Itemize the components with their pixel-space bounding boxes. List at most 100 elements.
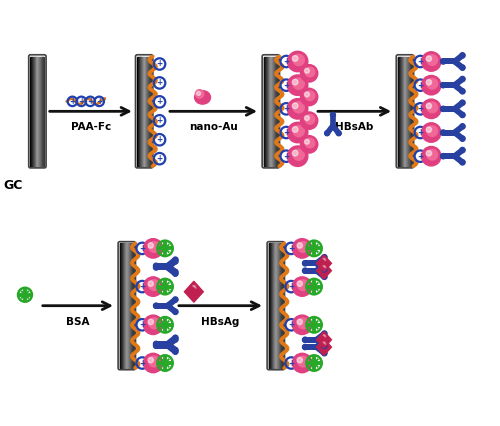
Bar <box>129 243 130 368</box>
Circle shape <box>154 341 158 346</box>
Bar <box>277 57 278 166</box>
Circle shape <box>440 130 446 135</box>
Bar <box>280 243 281 368</box>
Circle shape <box>440 106 446 112</box>
Bar <box>139 57 140 166</box>
Bar <box>267 57 268 166</box>
Text: +: + <box>288 359 294 368</box>
Bar <box>34 57 35 166</box>
Circle shape <box>427 78 438 89</box>
Bar <box>126 243 127 368</box>
Circle shape <box>149 280 160 291</box>
Circle shape <box>293 102 304 113</box>
Circle shape <box>440 153 446 159</box>
Bar <box>138 57 139 166</box>
Circle shape <box>427 102 438 113</box>
Circle shape <box>292 79 298 85</box>
Bar <box>402 57 403 166</box>
Circle shape <box>148 281 154 286</box>
Circle shape <box>293 55 304 66</box>
Bar <box>121 243 122 368</box>
Bar <box>265 57 266 166</box>
Text: +: + <box>417 152 424 161</box>
Circle shape <box>144 353 163 373</box>
Circle shape <box>288 99 308 119</box>
Circle shape <box>173 309 178 314</box>
Text: +: + <box>156 116 162 125</box>
Circle shape <box>302 261 308 266</box>
Circle shape <box>144 277 163 296</box>
Circle shape <box>300 135 318 153</box>
Bar <box>121 243 122 368</box>
Circle shape <box>173 257 178 262</box>
Bar <box>270 243 271 368</box>
Circle shape <box>300 112 318 130</box>
Circle shape <box>322 343 327 348</box>
Circle shape <box>293 125 304 137</box>
Bar <box>33 57 34 166</box>
Text: GC: GC <box>3 178 22 192</box>
Circle shape <box>427 126 438 136</box>
Bar <box>264 57 265 166</box>
Bar <box>133 243 134 368</box>
Circle shape <box>300 65 318 82</box>
Circle shape <box>460 53 465 58</box>
Circle shape <box>304 68 310 73</box>
Circle shape <box>427 150 438 160</box>
Circle shape <box>288 146 308 167</box>
Bar <box>137 57 138 166</box>
Circle shape <box>336 131 341 136</box>
Circle shape <box>297 243 302 248</box>
Bar <box>131 243 132 368</box>
Circle shape <box>302 345 308 350</box>
Circle shape <box>460 136 465 141</box>
Circle shape <box>154 303 158 308</box>
Bar <box>276 243 277 368</box>
Text: +: + <box>283 57 290 66</box>
Text: HBsAb: HBsAb <box>336 122 374 132</box>
Text: +: + <box>288 244 294 253</box>
Circle shape <box>292 103 298 109</box>
Polygon shape <box>316 339 332 355</box>
Circle shape <box>292 315 312 334</box>
Circle shape <box>292 239 312 258</box>
Circle shape <box>154 343 158 348</box>
Bar <box>31 57 32 166</box>
Circle shape <box>297 319 302 325</box>
Circle shape <box>460 89 465 94</box>
Circle shape <box>460 147 465 153</box>
Bar <box>269 243 270 368</box>
Bar <box>122 243 123 368</box>
Circle shape <box>422 52 441 71</box>
Bar <box>37 57 38 166</box>
Bar <box>403 57 404 166</box>
Circle shape <box>460 112 465 118</box>
Text: +: + <box>288 282 294 291</box>
Circle shape <box>426 80 432 85</box>
Bar <box>149 57 150 166</box>
Bar <box>38 57 39 166</box>
Text: +: + <box>417 128 424 137</box>
Text: +: + <box>417 81 424 89</box>
Circle shape <box>173 349 178 354</box>
Bar <box>123 243 124 368</box>
Bar <box>125 243 126 368</box>
Circle shape <box>196 89 204 98</box>
Circle shape <box>292 55 298 61</box>
Bar <box>272 57 273 166</box>
Bar <box>405 57 406 166</box>
Text: +: + <box>70 97 75 106</box>
Bar <box>128 243 129 368</box>
Circle shape <box>154 265 158 270</box>
Bar <box>143 57 144 166</box>
Circle shape <box>288 75 308 95</box>
Bar <box>33 57 34 166</box>
Circle shape <box>330 112 336 117</box>
Circle shape <box>304 92 310 97</box>
Text: +: + <box>417 104 424 113</box>
Bar <box>272 243 273 368</box>
Text: +: + <box>283 104 290 113</box>
Circle shape <box>427 55 438 65</box>
Circle shape <box>144 239 163 258</box>
Polygon shape <box>192 285 196 288</box>
